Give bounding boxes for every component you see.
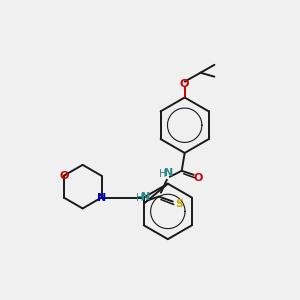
Text: H: H <box>136 193 144 202</box>
Text: S: S <box>176 200 184 209</box>
Text: O: O <box>180 79 189 88</box>
Text: O: O <box>194 173 203 183</box>
Text: N: N <box>141 192 151 202</box>
Text: N: N <box>97 193 106 202</box>
Text: O: O <box>59 171 68 181</box>
Text: N: N <box>164 168 173 178</box>
Text: H: H <box>159 169 167 179</box>
